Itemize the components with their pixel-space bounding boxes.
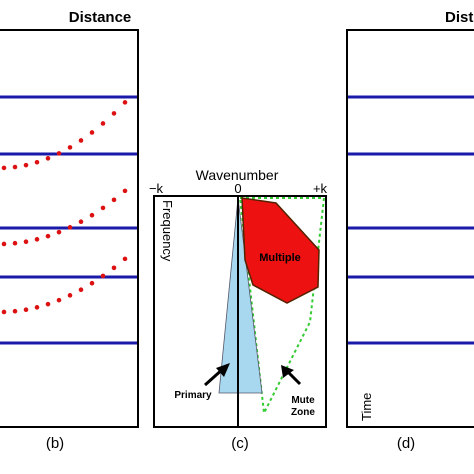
panel-d-caption: (d) [397,435,415,452]
multiple-event-dot [100,205,106,211]
multiple-event-dot [78,219,84,224]
multiple-event-dot [111,111,117,116]
multiple-event-dot [34,159,40,165]
multiple-region [241,197,320,304]
multiple-event-dot [56,297,62,303]
panel-c-frame [153,195,327,428]
panel-b-axis-title: Distance [69,9,132,26]
multiple-event-dot [12,164,18,170]
panel-c-tick-zero: 0 [234,181,241,196]
multiple-event-dot [89,212,95,218]
panel-d: Dist Time (d) [346,9,474,452]
multiple-event-dot [1,165,7,171]
multiple-event-dot [23,239,29,245]
primary-label: Primary [174,390,212,401]
multiple-event-dot [78,287,84,292]
panel-c-caption: (c) [231,435,249,452]
multiple-event-dot [122,256,128,262]
multiple-event-dot [100,273,106,279]
mute-zone-label-line1: Mute [291,395,315,406]
mute-zone-region [238,197,326,417]
multiple-event-dot [45,156,51,161]
multiple-event-dot [67,293,73,298]
panel-b-multiple-events [1,100,128,315]
multiple-event-dot [100,121,106,126]
panel-b: Distance (b) [0,9,139,452]
panel-c: Wavenumber −k 0 +k Frequency Multiple Pr… [149,167,328,452]
multiple-event-dot [122,188,128,194]
multiple-event-dot [12,308,18,314]
multiple-event-dot [23,162,29,168]
multiple-label: Multiple [259,252,301,264]
multiple-event-dot [56,229,62,235]
panel-b-frame [0,29,139,428]
multiple-event-dot [12,240,18,246]
multiple-event-dot [23,307,29,313]
multiple-event-dot [56,151,62,156]
panel-c-tick-neg-k: −k [149,181,164,196]
panel-d-y-axis-label: Time [359,393,374,421]
panel-d-frame [346,29,474,428]
panel-b-caption: (b) [46,435,64,452]
panel-b-reflectors [0,95,137,345]
multiple-event-dot [111,265,117,271]
multiple-event-dot [111,197,117,203]
multiple-event-dot [45,233,51,239]
primary-arrow-head [216,363,230,377]
mute-zone-arrow-head [281,365,294,378]
multiple-event-dot [1,309,7,315]
primary-region [218,197,263,394]
panel-c-tick-pos-k: +k [313,181,328,196]
multiple-event-dot [34,305,40,310]
panel-d-axis-title: Dist [445,9,473,26]
multiple-event-dot [67,145,73,150]
mute-zone-label-line2: Zone [291,407,315,418]
panel-d-reflectors [348,95,474,345]
multiple-event-dot [67,225,73,230]
panel-c-axis-title: Wavenumber [196,167,279,183]
multiple-event-dot [78,138,84,143]
multiple-event-dot [89,130,95,135]
multiple-event-dot [34,237,40,242]
panel-c-y-axis-label: Frequency [160,200,175,262]
multiple-event-dot [45,301,51,307]
multiple-event-dot [89,280,95,286]
multiple-event-dot [1,241,7,247]
multiple-event-dot [122,100,128,105]
